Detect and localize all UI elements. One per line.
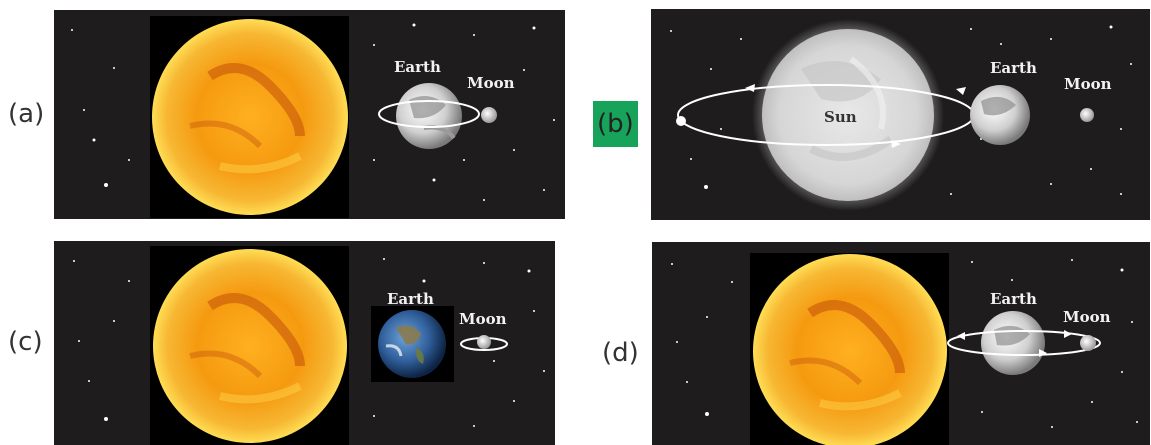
moon-label: Moon xyxy=(1064,75,1112,93)
sun-label: Sun xyxy=(824,108,857,126)
option-d-panel[interactable]: Earth Moon xyxy=(652,242,1150,445)
earth-icon xyxy=(371,306,454,382)
sun-icon xyxy=(150,16,349,218)
option-a-panel[interactable]: Earth Moon xyxy=(54,10,565,219)
sun-icon xyxy=(750,253,949,445)
star-field-icon xyxy=(71,23,555,201)
option-c-panel[interactable]: Earth Moon xyxy=(54,241,555,445)
option-c-label[interactable]: (c) xyxy=(8,327,43,357)
option-a-label[interactable]: (a) xyxy=(8,99,45,129)
star-field-icon xyxy=(73,258,545,427)
moon-icon xyxy=(1080,108,1094,122)
sun-icon xyxy=(150,246,349,445)
option-d-label[interactable]: (d) xyxy=(602,338,639,368)
option-b-panel[interactable]: Sun Earth Moon xyxy=(651,9,1150,220)
earth-label: Earth xyxy=(990,59,1037,77)
option-b-label[interactable]: (b) xyxy=(593,101,638,147)
earth-icon xyxy=(970,85,1030,145)
sun-icon xyxy=(752,19,944,211)
star-field-icon xyxy=(670,25,1132,195)
star-field-icon xyxy=(671,259,1138,428)
